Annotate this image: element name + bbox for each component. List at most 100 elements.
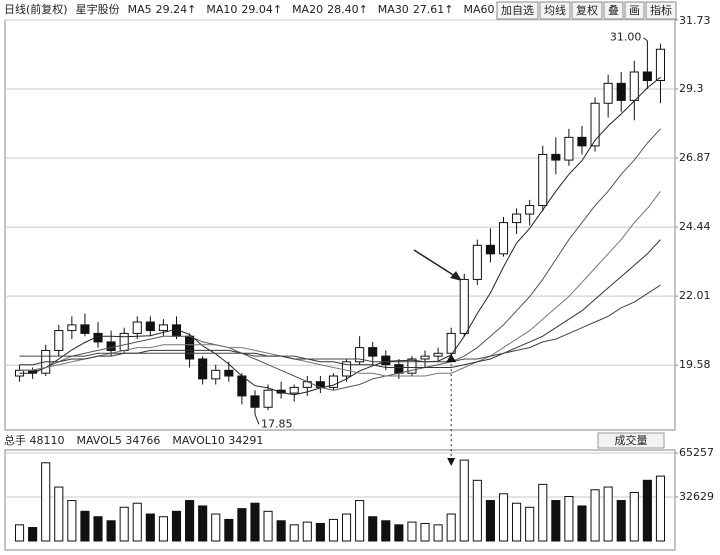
volume-bar — [642, 479, 652, 542]
volume-bar — [289, 524, 299, 542]
candle-body — [355, 347, 365, 363]
volume-bar — [525, 506, 535, 542]
pointer-arrow — [413, 249, 459, 279]
volume-bar — [93, 516, 103, 542]
y-tick-label: 24.44 — [679, 220, 711, 233]
volume-bar — [328, 518, 339, 542]
volume-bar — [14, 524, 25, 542]
volume-bar — [341, 513, 352, 542]
candle-body — [498, 222, 509, 255]
candle-body — [211, 369, 221, 380]
annotation-line — [643, 37, 648, 42]
volume-selector[interactable]: 成交量 — [615, 433, 648, 447]
volume-bar — [106, 520, 116, 542]
header-item: MA5 — [128, 3, 152, 16]
volume-bar — [446, 513, 456, 542]
toolbar-button[interactable] — [496, 1, 539, 20]
candle-body — [145, 321, 155, 332]
header-item: 27.61↑ — [413, 3, 454, 16]
y-tick-label: 26.87 — [679, 151, 711, 164]
volume-bar — [132, 502, 142, 542]
volume-bar — [381, 520, 391, 542]
toolbar-button[interactable] — [624, 1, 645, 20]
toolbar-label[interactable]: 复权 — [576, 3, 598, 17]
candle-body — [368, 347, 378, 357]
volume-bar — [355, 500, 365, 542]
candle-body — [525, 205, 535, 215]
volume-bar — [145, 513, 155, 542]
candle-body — [459, 278, 469, 334]
volume-bar — [263, 510, 273, 542]
candle-body — [590, 102, 600, 147]
candle-body — [289, 386, 299, 394]
volume-bar — [28, 527, 38, 542]
volume-selector-box[interactable] — [597, 432, 665, 449]
volume-bar — [616, 500, 626, 542]
volume-bar — [41, 462, 51, 542]
y-tick-label: 65257 — [679, 446, 714, 459]
volume-bar — [420, 522, 430, 542]
volume-bar — [80, 510, 90, 542]
y-tick-label: 32629 — [679, 490, 714, 503]
header-item: 星宇股份 — [76, 3, 120, 16]
toolbar-button[interactable] — [571, 1, 603, 20]
candle-body — [80, 324, 90, 334]
candle-body — [328, 375, 339, 388]
header-item: MA10 — [206, 3, 237, 16]
toolbar-label[interactable]: 指标 — [650, 3, 672, 17]
header-item: MA60 — [464, 3, 495, 16]
volume-bar — [237, 508, 247, 542]
toolbar-label[interactable]: 加自选 — [501, 4, 534, 17]
y-tick-label: 29.3 — [679, 82, 704, 95]
toolbar-label[interactable]: 叠 — [608, 4, 619, 17]
candle-body — [381, 355, 391, 366]
candle-body — [407, 358, 417, 374]
toolbar-button[interactable] — [645, 1, 677, 20]
volume-bar — [171, 510, 182, 542]
candle-body — [616, 82, 626, 101]
candle-body — [485, 244, 495, 255]
volume-bar — [498, 493, 509, 542]
volume-header-item: MAVOL10 34291 — [172, 434, 263, 447]
volume-bar — [54, 486, 64, 542]
toolbar-label[interactable]: 均线 — [544, 3, 566, 17]
volume-bar — [577, 505, 587, 542]
candle-body — [132, 321, 142, 334]
toolbar-button[interactable] — [539, 1, 571, 20]
volume-bar — [276, 520, 286, 542]
y-tick-label: 22.01 — [679, 289, 711, 302]
candle-body — [655, 48, 666, 82]
candle-body — [158, 324, 168, 332]
volume-header-item: MAVOL5 34766 — [77, 434, 161, 447]
y-tick-label: 31.73 — [679, 14, 711, 27]
candle-body — [472, 244, 482, 280]
breakout-marker — [446, 354, 457, 363]
candle-body — [446, 332, 456, 354]
pointer-arrow-head — [450, 271, 462, 281]
candle-body — [512, 213, 522, 224]
y-tick-label: 19.58 — [679, 358, 711, 371]
candle-body — [237, 375, 247, 397]
toolbar-label[interactable]: 画 — [629, 4, 640, 17]
header-item: 日线(前复权) — [4, 2, 68, 16]
ma-line — [19, 190, 661, 377]
candle-body — [198, 358, 208, 380]
volume-bar — [302, 521, 312, 542]
volume-bar — [224, 518, 234, 542]
candle-body — [538, 153, 548, 207]
annotation-line — [254, 414, 260, 425]
volume-bar — [407, 521, 417, 542]
header-item: MA30 — [378, 3, 409, 16]
candle-body — [629, 71, 639, 101]
header-item: 28.40↑ — [327, 3, 368, 16]
volume-bar — [603, 486, 613, 542]
volume-bar — [368, 516, 378, 542]
volume-bar — [394, 524, 404, 542]
candle-body — [106, 341, 116, 351]
volume-bar — [485, 500, 495, 542]
candle-body — [185, 335, 195, 360]
volume-bar — [67, 500, 77, 542]
toolbar[interactable]: 加自选 均线 复权叠画指标 — [496, 1, 677, 20]
toolbar-button[interactable] — [603, 1, 624, 20]
candle-body — [341, 361, 352, 377]
